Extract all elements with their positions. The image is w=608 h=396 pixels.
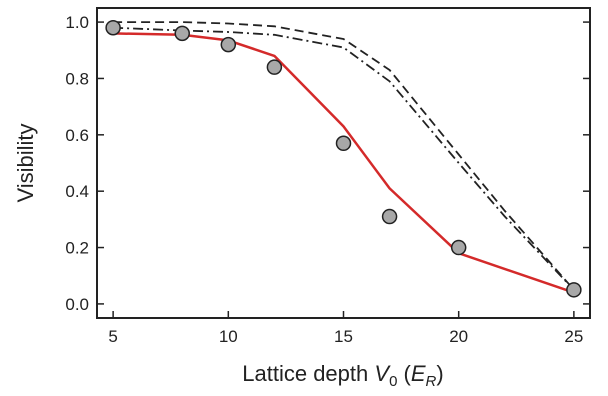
data-point bbox=[450, 239, 467, 256]
x-tick-label: 25 bbox=[564, 327, 583, 346]
y-tick-label: 0.8 bbox=[65, 69, 89, 88]
points-layer bbox=[105, 19, 582, 298]
y-axis-ticks: 0.0 0.2 0.4 0.6 0.8 1.0 bbox=[65, 13, 590, 314]
data-point bbox=[174, 25, 190, 42]
series-solid-line bbox=[113, 32, 575, 294]
curves-layer bbox=[113, 21, 575, 294]
x-axis-label: Lattice depth V0 (ER) bbox=[242, 361, 443, 390]
x-tick-label: 15 bbox=[334, 327, 353, 346]
data-point bbox=[566, 282, 582, 298]
x-tick-label: 20 bbox=[449, 327, 468, 346]
data-point bbox=[335, 135, 352, 152]
data-point bbox=[266, 59, 283, 75]
y-tick-label: 1.0 bbox=[65, 13, 89, 32]
y-tick-label: 0.4 bbox=[65, 182, 89, 201]
y-tick-label: 0.2 bbox=[65, 239, 89, 258]
x-axis-ticks: 5 10 15 20 25 bbox=[108, 311, 583, 346]
data-point bbox=[220, 36, 237, 53]
series-dashed-line bbox=[113, 21, 575, 291]
series-dash-dot-line bbox=[113, 26, 575, 291]
data-point bbox=[105, 19, 121, 36]
x-tick-label: 5 bbox=[108, 327, 117, 346]
y-tick-label: 0.6 bbox=[65, 126, 89, 145]
y-axis-label: Visibility bbox=[13, 123, 38, 202]
data-point bbox=[381, 208, 398, 225]
y-tick-label: 0.0 bbox=[65, 295, 89, 314]
x-tick-label: 10 bbox=[219, 327, 238, 346]
